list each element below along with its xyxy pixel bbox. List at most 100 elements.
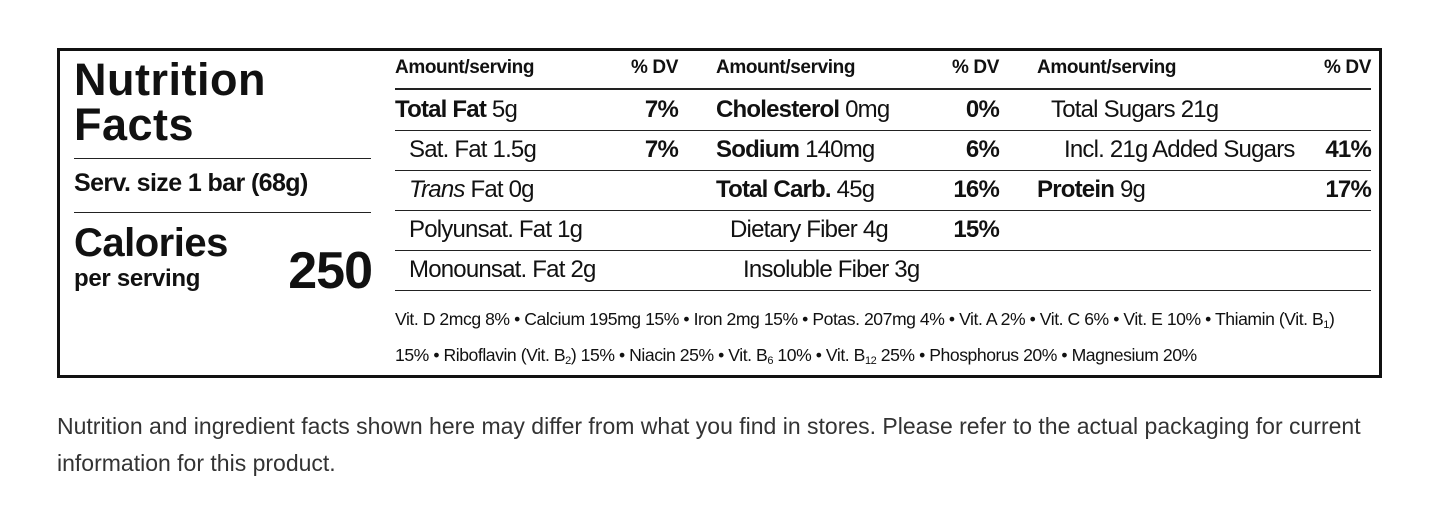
divider <box>74 212 371 213</box>
nutrient-amount: 4g <box>862 216 889 243</box>
vitamin-item: Vit. D 2mcg 8% <box>395 309 510 329</box>
vitamin-item: Thiamin (Vit. B1 ) 15% <box>395 309 1335 365</box>
dv-header: % DV <box>631 57 678 78</box>
daily-value: 41% <box>1325 136 1371 163</box>
vitamin-item: Potas. 207mg 4% <box>812 309 945 329</box>
nutrient-column: Amount/serving% DV Total Sugars 21g Incl. … <box>1037 57 1372 297</box>
vitamin-item: Vit. B6 10% <box>728 345 812 367</box>
divider <box>395 250 1371 251</box>
nutrient-row: Insoluble Fiber 3g <box>743 250 999 290</box>
vitamin-value: 10% <box>772 345 812 365</box>
divider <box>395 290 1371 291</box>
daily-value: 16% <box>953 176 999 203</box>
nutrient-name: Total Fat <box>395 96 487 123</box>
daily-value: 7% <box>644 136 679 163</box>
divider <box>395 170 1371 171</box>
nutrient-name: Cholesterol <box>716 96 840 123</box>
vitamin-subscript: 6 <box>767 355 773 367</box>
nutrient-amount: 1.5g <box>492 136 537 163</box>
nutrient-name: Protein <box>1037 176 1115 203</box>
dv-header: % DV <box>1324 57 1371 78</box>
nutrient-amount: 9g <box>1119 176 1146 203</box>
vitamin-value: ) 15% <box>570 345 615 365</box>
vitamins: Vit. D 2mcg 8% • Calcium 195mg 15% • Iro… <box>395 303 1371 375</box>
nutrient-name: Dietary Fiber <box>730 216 858 243</box>
vitamin-item: Phosphorus 20% <box>929 345 1057 365</box>
vitamin-item: Iron 2mg 15% <box>693 309 799 329</box>
separator: • <box>1061 345 1068 365</box>
vitamin-subscript: 1 <box>1323 319 1329 331</box>
daily-value: 6% <box>965 136 1000 163</box>
calories-value: 250 <box>288 242 373 300</box>
vitamin-item: Calcium 195mg 15% <box>524 309 679 329</box>
nutrition-label: Nutrition Facts Serv. size 1 bar (68g) C… <box>57 48 1382 378</box>
nutrient-name: Insoluble Fiber <box>743 256 889 283</box>
nutrient-row: Cholesterol 0mg 0% <box>716 90 1000 130</box>
separator: • <box>919 345 925 365</box>
vitamin-item: Niacin 25% <box>629 345 714 365</box>
vitamin-item: Vit. A 2% <box>959 309 1026 329</box>
vitamin-value: 25% <box>876 345 915 365</box>
nutrient-amount: 3g <box>894 256 920 283</box>
dv-header: % DV <box>952 57 999 78</box>
amount-header: Amount/serving <box>1037 57 1177 78</box>
nutrient-name: Incl. 21g Added Sugars <box>1064 136 1295 163</box>
divider <box>395 210 1371 211</box>
nutrient-column: Amount/serving % DV Cholesterol 0mg 0% Sodiu… <box>716 57 1000 297</box>
nutrient-name: Sat. Fat <box>409 136 487 163</box>
nutrient-row: Total Carb. 45g 16% <box>716 170 1000 210</box>
separator: • <box>433 345 440 365</box>
separator: • <box>802 309 808 329</box>
nutrient-amount: 0mg <box>845 96 890 123</box>
vitamin-subscript: 2 <box>565 355 571 367</box>
vitamin-item: Magnesium 20% <box>1071 345 1198 365</box>
separator: • <box>815 345 822 365</box>
nutrient-amount: 2g <box>570 256 596 283</box>
nutrient-row: Monounsat. Fat 2g <box>409 250 678 290</box>
separator: • <box>514 309 520 329</box>
nutrient-row: Protein 9g 17% <box>1037 170 1372 210</box>
nutrient-column: Amount/serving% DV Total Fat 5g 7% Sat. Fat… <box>395 57 679 297</box>
separator: • <box>683 309 690 329</box>
vitamin-text: Vit. B <box>825 345 865 365</box>
daily-value: 0% <box>965 96 1000 123</box>
separator: • <box>1029 309 1036 329</box>
nutrient-amount: 21g <box>1180 96 1219 123</box>
vitamin-value: ) 15% <box>395 309 1335 365</box>
vitamin-subscript: 12 <box>864 355 877 367</box>
vitamin-text: Vit. B <box>728 345 768 365</box>
nutrient-row: Incl. 21g Added Sugars 41% <box>1064 130 1372 170</box>
nutrient-row: Total Sugars 21g <box>1051 90 1371 130</box>
separator: • <box>1205 309 1211 329</box>
nutrient-name-italic: Trans <box>409 176 465 203</box>
nutrient-row: Sat. Fat 1.5g 7% <box>409 130 679 170</box>
vitamin-item: Vit. E 10% <box>1123 309 1201 329</box>
nutrient-amount: 1g <box>557 216 583 243</box>
vitamin-text: Thiamin (Vit. B <box>1215 309 1324 329</box>
separator: • <box>618 345 625 365</box>
divider <box>395 130 1371 131</box>
nutrient-amount: 45g <box>836 176 875 203</box>
separator: • <box>1113 309 1119 329</box>
amount-header: Amount/serving <box>395 57 535 78</box>
calories-sublabel: per serving <box>74 265 201 292</box>
daily-value: 17% <box>1325 176 1371 203</box>
nutrient-amount: 140mg <box>805 136 875 163</box>
calories-label: Calories <box>74 221 228 265</box>
divider <box>395 88 1371 90</box>
nutrient-row: Dietary Fiber 4g 15% <box>730 210 1000 250</box>
nutrient-name: Total Sugars <box>1051 96 1176 123</box>
nutrient-name: Monounsat. Fat <box>409 256 565 283</box>
daily-value: 7% <box>644 96 679 123</box>
serving-size: Serv. size 1 bar (68g) <box>74 169 308 197</box>
nutrient-name: Sodium <box>716 136 800 163</box>
nutrient-row: Trans Fat 0g <box>409 170 678 210</box>
vitamin-text: Riboflavin (Vit. B <box>443 345 566 365</box>
divider <box>74 158 371 159</box>
nutrient-amount: 5g <box>491 96 518 123</box>
nutrient-name: Polyunsat. Fat <box>409 216 552 243</box>
daily-value: 15% <box>953 216 999 243</box>
vitamin-item: Riboflavin (Vit. B2) 15% <box>443 345 615 367</box>
nutrient-name: Total Carb. <box>716 176 832 203</box>
